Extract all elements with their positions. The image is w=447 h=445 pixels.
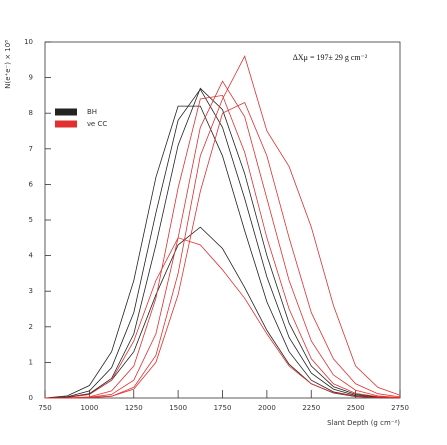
y-tick-label: 6: [29, 180, 34, 188]
x-axis-label: Slant Depth (g cm⁻²): [327, 419, 400, 427]
y-tick-label: 4: [29, 252, 34, 260]
curve: [44, 237, 401, 399]
y-tick-label: 1: [29, 358, 33, 366]
y-tick-label: 9: [29, 74, 33, 82]
legend-label: νe CC: [87, 120, 107, 128]
x-tick-label: 2000: [258, 404, 276, 412]
curve: [44, 105, 401, 399]
y-tick-label: 0: [29, 394, 33, 402]
x-tick-label: 2500: [347, 404, 365, 412]
y-tick-label: 10: [24, 38, 33, 46]
x-tick-label: 1500: [169, 404, 187, 412]
curve: [45, 55, 401, 399]
x-tick-label: 1750: [214, 404, 232, 412]
x-tick-label: 2750: [391, 404, 409, 412]
curve: [45, 80, 401, 399]
y-tick-label: 8: [29, 109, 33, 117]
x-tick-label: 750: [38, 404, 51, 412]
legend-swatch: [55, 120, 77, 128]
curve: [44, 88, 401, 399]
x-tick-label: 1000: [80, 404, 98, 412]
y-tick-label: 2: [29, 323, 33, 331]
x-tick-label: 2250: [302, 404, 320, 412]
annotation: ΔXμ = 197± 29 g cm⁻²: [293, 53, 368, 62]
x-tick-label: 1250: [125, 404, 143, 412]
curve: [44, 87, 401, 399]
curve: [45, 94, 401, 399]
legend-swatch: [55, 108, 77, 116]
y-axis-label: N(e⁺e⁻) × 10⁸: [4, 40, 12, 89]
y-tick-label: 3: [29, 287, 33, 295]
y-tick-label: 5: [29, 216, 33, 224]
legend-label: BH: [87, 108, 97, 116]
y-tick-label: 7: [29, 145, 33, 153]
